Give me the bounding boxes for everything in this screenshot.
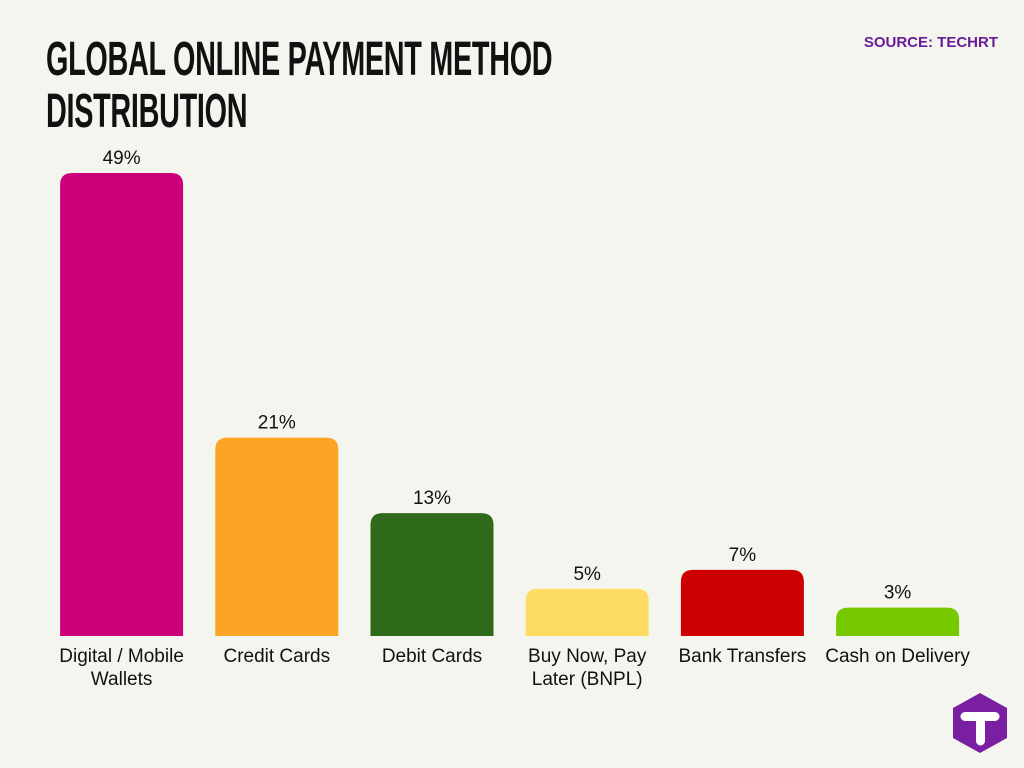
chart-title: GLOBAL ONLINE PAYMENT METHOD DISTRIBUTIO… [46,33,553,138]
logo-glyph [960,712,1000,746]
source: SOURCE: TECHRT [863,34,998,51]
value-label: 3% [884,583,912,604]
x-tick-label: Digital / Mobile Wallets [59,646,184,690]
logo [953,693,1007,753]
bar [370,513,494,636]
value-label: 7% [729,545,757,566]
value-label: 49% [103,148,141,169]
bar [60,173,184,636]
x-tick-label: Credit Cards [223,646,331,667]
x-tick-label: Bank Transfers [678,646,807,667]
x-tick-label: Debit Cards [381,646,483,667]
bar [215,437,339,636]
value-label: 13% [413,488,451,509]
value-label: 5% [573,564,601,585]
x-tick-label: Cash on Delivery [825,646,970,667]
x-tick-label: Buy Now, Pay Later (BNPL) [528,646,647,690]
value-label: 21% [258,413,296,434]
bar [680,569,804,636]
bar [525,588,649,636]
bar [836,607,960,636]
